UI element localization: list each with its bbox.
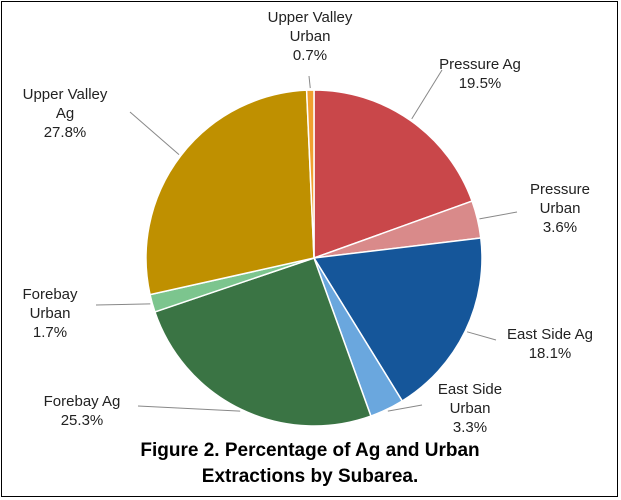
leader-line	[387, 404, 423, 412]
slice-label: Forebay Ag 25.3%	[27, 392, 137, 430]
value-label: 3.3%	[452, 419, 488, 436]
slice-label: Pressure Ag 19.5%	[425, 55, 535, 93]
leader-line	[411, 69, 443, 120]
value-label: 0.7%	[292, 47, 328, 64]
pie-slice	[153, 257, 372, 427]
value-label: 19.5%	[458, 75, 502, 92]
category-label: Pressure Ag	[439, 56, 521, 73]
pie-slice	[312, 237, 483, 402]
leader-line	[95, 303, 151, 306]
category-label: East Side Urban	[437, 381, 503, 417]
slice-label: East Side Ag 18.1%	[490, 325, 610, 363]
value-label: 25.3%	[60, 412, 104, 429]
category-label: East Side Ag	[507, 326, 593, 343]
slice-label: Forebay Urban 1.7%	[15, 285, 85, 342]
slice-label: Upper Valley Urban 0.7%	[260, 8, 360, 65]
category-label: Forebay Urban	[22, 286, 78, 322]
leader-line	[129, 111, 180, 156]
slice-label: Pressure Urban 3.6%	[520, 180, 600, 237]
chart-title: Figure 2. Percentage of Ag and Urban Ext…	[140, 440, 480, 487]
pie-slice	[313, 89, 474, 260]
category-label: Pressure Urban	[529, 181, 591, 217]
category-label: Upper Valley Ag	[22, 86, 108, 122]
leader-line	[466, 331, 497, 341]
value-label: 18.1%	[528, 345, 572, 362]
leader-line	[308, 75, 311, 89]
category-label: Upper Valley Urban	[267, 9, 353, 45]
value-label: 3.6%	[542, 219, 578, 236]
leader-line	[137, 405, 241, 412]
slice-label: Upper Valley Ag 27.8%	[15, 85, 115, 142]
value-label: 27.8%	[43, 124, 87, 141]
leader-line	[479, 211, 518, 220]
pie-slice	[145, 89, 315, 296]
slice-label: East Side Urban 3.3%	[430, 380, 510, 437]
category-label: Forebay Ag	[43, 393, 121, 410]
value-label: 1.7%	[32, 324, 68, 341]
pie-slice	[305, 89, 315, 259]
